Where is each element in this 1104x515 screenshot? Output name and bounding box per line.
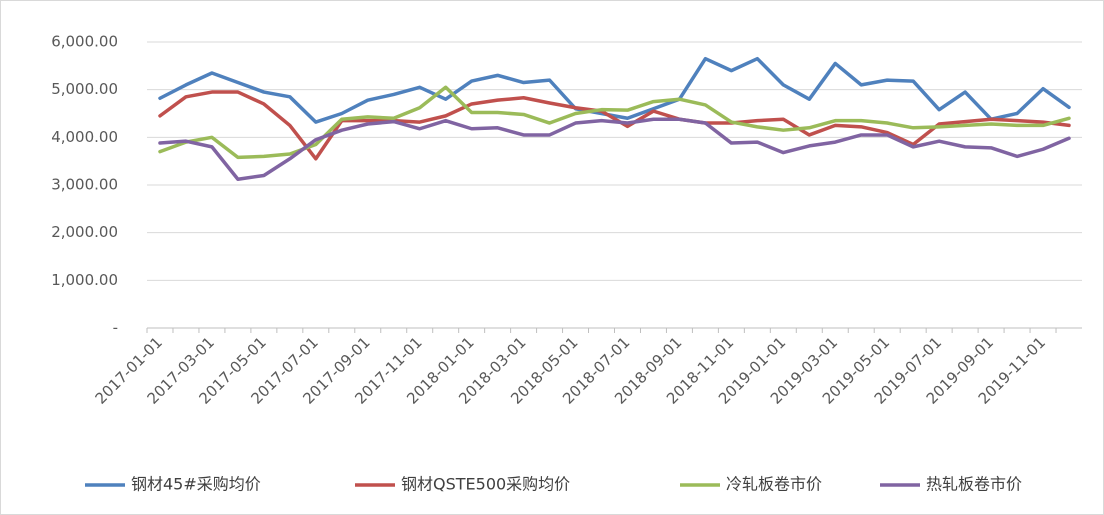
y-tick-label: - [113, 319, 118, 337]
series-line [158, 56, 1071, 124]
y-tick-label: 5,000.00 [51, 80, 118, 98]
series-line [158, 117, 1071, 182]
y-tick-label: 3,000.00 [51, 176, 118, 194]
series-line [158, 85, 1071, 160]
y-tick-label: 4,000.00 [51, 128, 118, 146]
legend-label: 冷轧板卷市价 [726, 475, 822, 494]
y-tick-label: 2,000.00 [51, 223, 118, 241]
legend-label: 钢材QSTE500采购均价 [401, 475, 570, 494]
series-line [158, 90, 1071, 161]
legend-label: 钢材45#采购均价 [131, 475, 261, 494]
y-tick-label: 6,000.00 [51, 33, 118, 51]
legend-label: 热轧板卷市价 [926, 475, 1022, 494]
y-tick-label: 1,000.00 [51, 271, 118, 289]
